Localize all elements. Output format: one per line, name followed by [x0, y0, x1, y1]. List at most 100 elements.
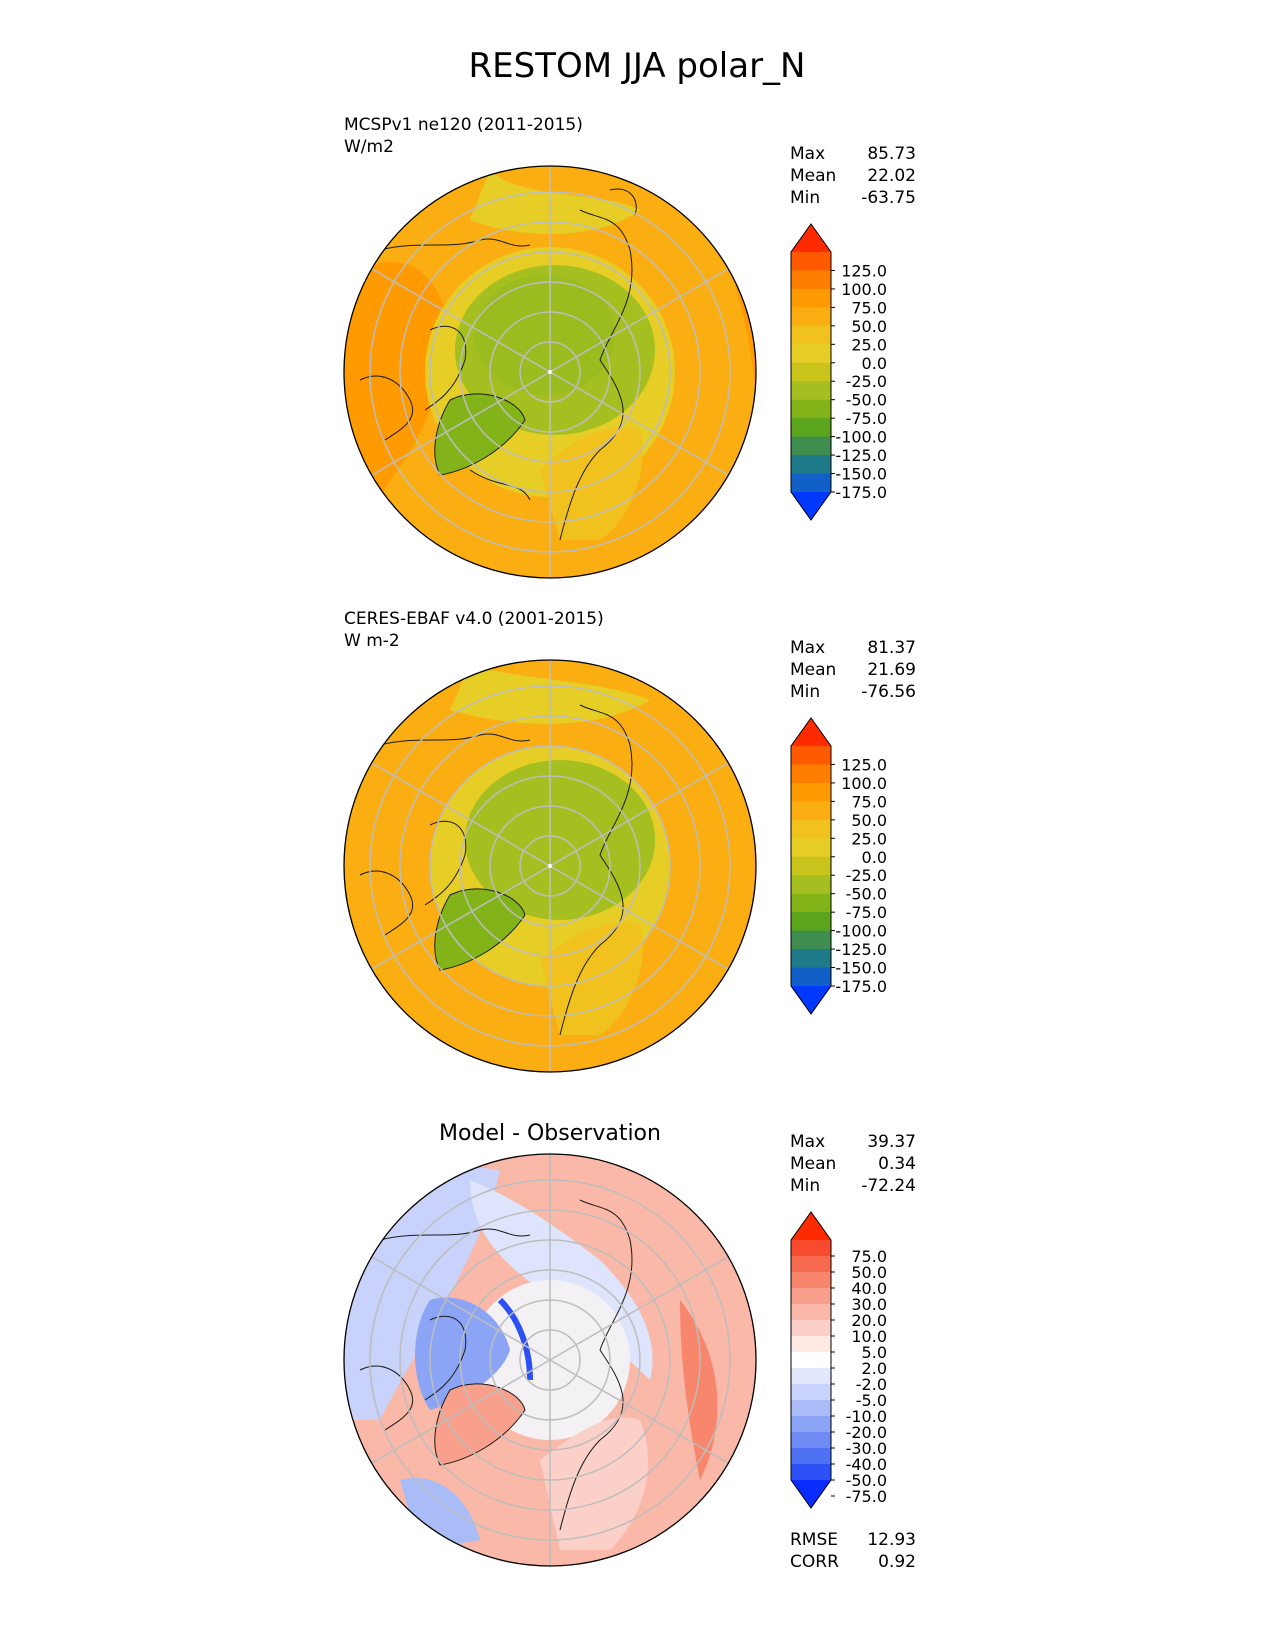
colorbar-segment: [791, 344, 831, 364]
panel-model: MCSPv1 ne120 (2011-2015) W/m2: [343, 115, 916, 579]
panel-title: CERES-EBAF v4.0 (2001-2015): [344, 609, 604, 629]
colorbar-segment: [791, 967, 831, 987]
colorbar-tick-label: -175.0: [835, 483, 887, 502]
graticule: [369, 1154, 731, 1566]
colorbar-segment: [791, 1368, 831, 1385]
stat-min-value: -63.75: [861, 188, 916, 208]
colorbar-segment: [791, 764, 831, 784]
colorbar-tick-label: -100.0: [835, 428, 887, 447]
stat-min-value: -72.24: [861, 1176, 916, 1196]
colorbar-segment: [791, 819, 831, 839]
colorbar-tick-label: -20.0: [846, 1423, 887, 1442]
colorbar-tick-label: -50.0: [846, 391, 887, 410]
colorbar-segment: [791, 1240, 831, 1257]
figure-title: RESTOM JJA polar_N: [469, 46, 806, 86]
colorbar-tick-label: 50.0: [851, 1263, 887, 1282]
colorbar-segment: [791, 893, 831, 913]
colorbar-segment: [791, 782, 831, 802]
colorbar-segment: [791, 1272, 831, 1289]
stat-mean-label: Mean: [790, 1154, 836, 1174]
colorbar-tick-label: -75.0: [846, 409, 887, 428]
colorbar-tick-label: -25.0: [846, 372, 887, 391]
stat-mean-label: Mean: [790, 166, 836, 186]
stat-max-value: 85.73: [867, 144, 916, 164]
polar-map: [344, 1154, 756, 1566]
panel-units: W/m2: [344, 137, 394, 157]
colorbar-tick-label: -150.0: [835, 959, 887, 978]
colorbar-segment: [791, 838, 831, 858]
colorbar: 75.050.040.030.020.010.05.02.0-2.0-5.0-1…: [790, 1211, 887, 1509]
graticule: [369, 660, 731, 1072]
colorbar-tick-label: 125.0: [841, 261, 887, 280]
colorbar-segment: [791, 270, 831, 290]
colorbar: 125.0100.075.050.025.00.0-25.0-50.0-75.0…: [790, 223, 887, 521]
colorbar-tick-label: -125.0: [835, 940, 887, 959]
colorbar-segment: [791, 307, 831, 327]
polar-map: [344, 660, 756, 1072]
panel-title: Model - Observation: [439, 1121, 661, 1146]
stats-box: Max 81.37 Mean 21.69 Min -76.56: [790, 638, 916, 702]
colorbar-tick-label: -75.0: [846, 903, 887, 922]
panel-title: MCSPv1 ne120 (2011-2015): [344, 115, 583, 135]
stat-corr-label: CORR: [790, 1552, 839, 1572]
colorbar-tick-label: -40.0: [846, 1455, 887, 1474]
colorbar-tick-label: -175.0: [835, 977, 887, 996]
colorbar-tick-label: -75.0: [846, 1487, 887, 1506]
colorbar-tick-label: 75.0: [851, 792, 887, 811]
colorbar-segment: [791, 1448, 831, 1465]
colorbar-tick-label: -125.0: [835, 446, 887, 465]
stat-min-label: Min: [790, 188, 820, 208]
colorbar-tick-label: 100.0: [841, 280, 887, 299]
stat-min-label: Min: [790, 682, 820, 702]
stat-min-label: Min: [790, 1176, 820, 1196]
colorbar-tick-label: 100.0: [841, 774, 887, 793]
stat-mean-label: Mean: [790, 660, 836, 680]
colorbar-tick-label: 75.0: [851, 298, 887, 317]
colorbar-extend-min: [791, 1480, 831, 1508]
colorbar-tick-label: 40.0: [851, 1279, 887, 1298]
colorbar-segment: [791, 1352, 831, 1369]
colorbar-segment: [791, 473, 831, 493]
colorbar-segment: [791, 1464, 831, 1481]
colorbar-segment: [791, 455, 831, 475]
colorbar-segment: [791, 875, 831, 895]
stat-mean-value: 21.69: [867, 660, 916, 680]
stat-max-label: Max: [790, 638, 825, 658]
colorbar-segment: [791, 1416, 831, 1433]
colorbar-segment: [791, 1304, 831, 1321]
colorbar-tick-label: 25.0: [851, 335, 887, 354]
colorbar-tick-label: 30.0: [851, 1295, 887, 1314]
colorbar-segment: [791, 1384, 831, 1401]
colorbar-extend-max: [791, 718, 831, 746]
error-stats: RMSE 12.93 CORR 0.92: [790, 1530, 916, 1572]
colorbar-segment: [791, 1432, 831, 1449]
colorbar-tick-label: -2.0: [856, 1375, 887, 1394]
colorbar-tick-label: 50.0: [851, 811, 887, 830]
polar-map: [344, 166, 756, 578]
colorbar-tick-label: 25.0: [851, 829, 887, 848]
colorbar-tick-label: -150.0: [835, 465, 887, 484]
colorbar-segment: [791, 399, 831, 419]
panel-units: W m-2: [344, 631, 400, 651]
colorbar-extend-min: [791, 986, 831, 1014]
colorbar-segment: [791, 856, 831, 876]
colorbar-tick-label: 125.0: [841, 755, 887, 774]
colorbar-tick-label: -5.0: [856, 1391, 887, 1410]
stat-max-value: 81.37: [867, 638, 916, 658]
colorbar-segment: [791, 381, 831, 401]
stat-max-label: Max: [790, 144, 825, 164]
colorbar-segment: [791, 418, 831, 438]
colorbar-segment: [791, 1336, 831, 1353]
colorbar-tick-label: 5.0: [862, 1343, 887, 1362]
colorbar-tick-label: -25.0: [846, 866, 887, 885]
colorbar-tick-label: -50.0: [846, 885, 887, 904]
colorbar-segment: [791, 325, 831, 345]
panel-observation: CERES-EBAF v4.0 (2001-2015) W m-2: [343, 609, 916, 1073]
colorbar-tick-label: 75.0: [851, 1247, 887, 1266]
colorbar-segment: [791, 949, 831, 969]
colorbar-segment: [791, 1400, 831, 1417]
stat-mean-value: 0.34: [878, 1154, 916, 1174]
colorbar-segment: [791, 1288, 831, 1305]
stats-box: Max 39.37 Mean 0.34 Min -72.24: [790, 1132, 916, 1196]
